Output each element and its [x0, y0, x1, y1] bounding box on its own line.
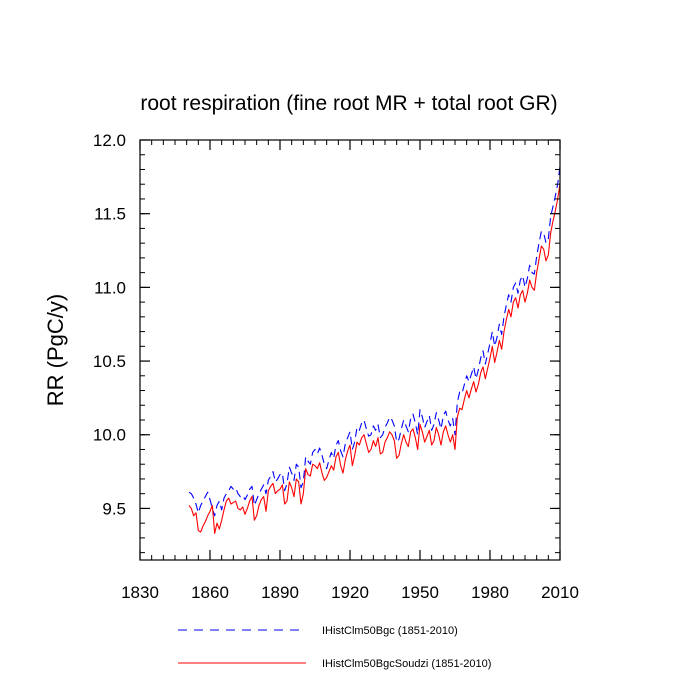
- x-tick-label: 2010: [541, 583, 579, 602]
- legend-label-1: IHistClm50BgcSoudzi (1851-2010): [322, 658, 491, 670]
- legend-label-0: IHistClm50Bgc (1851-2010): [322, 625, 458, 637]
- y-axis-label: RR (PgC/y): [43, 294, 68, 406]
- y-tick-label: 10.5: [93, 352, 126, 371]
- legend: IHistClm50Bgc (1851-2010) IHistClm50BgcSo…: [178, 625, 491, 670]
- x-tick-label: 1860: [191, 583, 229, 602]
- series-line-1: [188, 184, 561, 535]
- y-tick-label: 11.0: [94, 278, 126, 297]
- series-line-0: [188, 166, 561, 517]
- x-tick-label: 1830: [121, 583, 159, 602]
- y-tick-label: 10.0: [93, 426, 126, 445]
- x-tick-label: 1890: [261, 583, 299, 602]
- y-tick-label: 11.5: [94, 205, 126, 224]
- x-tick-label: 1920: [331, 583, 369, 602]
- axes-layer: 1830 1860 1890 1920 1950 1980 2010 9.5 10.0 10.5 1…: [93, 131, 579, 602]
- x-tick-label: 1950: [401, 583, 439, 602]
- x-tick-label: 1980: [471, 583, 509, 602]
- series-layer: [188, 166, 561, 535]
- chart-title: root respiration (fine root MR + total r…: [140, 92, 557, 115]
- y-tick-label: 12.0: [93, 131, 126, 150]
- y-tick-label: 9.5: [102, 499, 126, 518]
